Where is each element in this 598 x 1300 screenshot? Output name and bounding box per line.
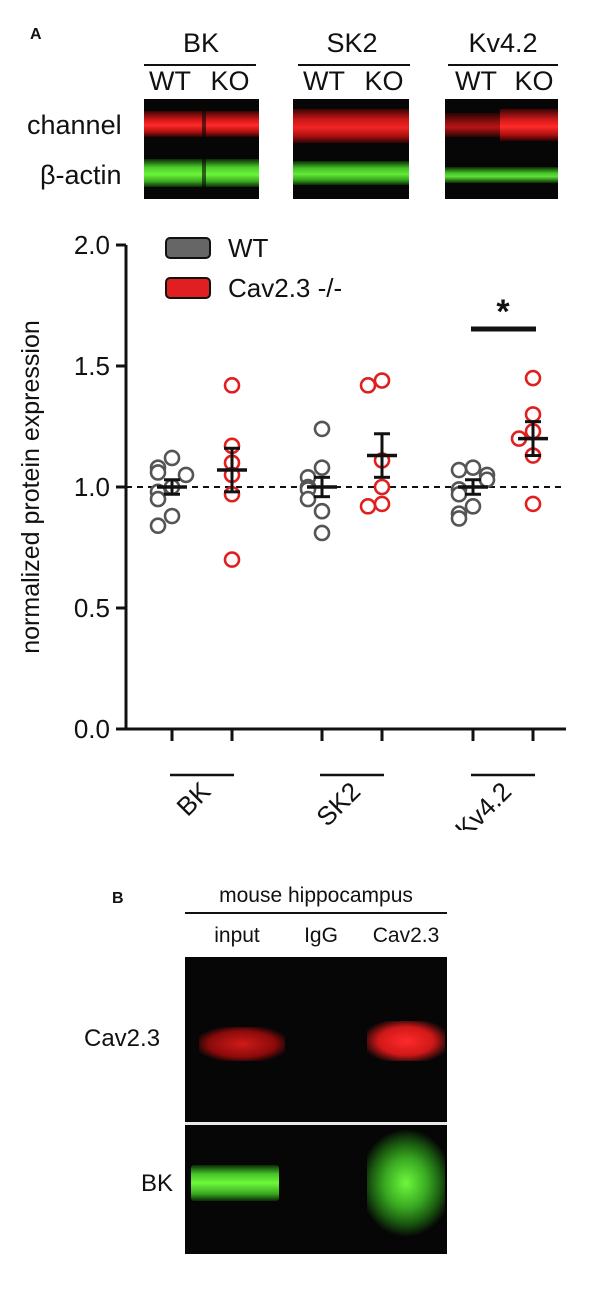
data-point-wt [313,524,331,542]
data-point-wt [313,420,331,438]
panel-a-letter: A [30,26,42,43]
data-point-ko [524,495,542,513]
blot-underline [298,64,410,66]
row-label-channel: channel [27,110,122,140]
panel-b-letter: B [112,890,124,907]
data-point-wt [464,459,482,476]
data-point-ko [373,372,391,389]
significance-star: * [496,293,510,331]
row-label-cav23: Cav2.3 [84,1025,161,1052]
lane-label-igg: IgG [304,924,338,947]
blot-image-bk [144,99,259,199]
panel-b-header: mouse hippocampus [219,884,413,907]
scatter-chart: 0.0 0.5 1.0 1.5 2.0 normalized protein expres… [17,230,566,830]
lane-label: KO [364,66,404,96]
panel-b-underline [185,912,447,914]
lane-label: KO [210,66,250,96]
lane-label: WT [303,66,345,96]
y-tick-label: 2.0 [74,230,110,260]
blot-title-kv42: Kv4.2 [468,28,538,58]
data-point-wt [478,471,496,489]
data-point-ko [359,498,377,515]
group-label-kv42: Kv4.2 [449,776,517,830]
blot-underline [448,64,558,66]
y-tick-label: 0.5 [74,593,110,623]
y-tick-label: 0.0 [74,714,110,744]
data-point-wt [450,461,468,479]
data-point-ko [359,377,377,394]
data-point-wt [149,464,167,481]
data-point-wt [450,485,468,503]
data-point-wt [149,490,167,508]
data-point-ko [223,551,241,568]
lane-label-cav23: Cav2.3 [372,924,440,947]
data-point-wt [163,449,181,467]
lane-label: WT [149,66,191,96]
row-label-bk: BK [141,1170,174,1197]
data-point-wt [163,507,181,525]
blot-image-sk2 [293,99,409,199]
lane-label-input: input [214,924,260,947]
y-tick-label: 1.0 [74,472,110,502]
y-axis-label: normalized protein expression [17,320,45,654]
blot-underline [144,64,256,66]
data-point-wt [177,466,195,484]
blot-image-kv42 [445,99,558,199]
blot-image-bk-coip [185,1125,447,1254]
lane-label: WT [455,66,497,96]
legend-swatch [165,237,211,259]
data-point-ko [373,495,391,513]
data-point-wt [313,459,331,476]
row-label-beta-actin: β-actin [40,160,122,190]
lane-label: KO [514,66,554,96]
legend-label: Cav2.3 -/- [228,273,342,303]
data-point-ko [524,369,542,387]
blot-title-bk: BK [182,28,220,58]
data-point-wt [299,490,317,508]
blot-divider [185,1122,447,1125]
data-point-wt [450,510,468,527]
group-label-bk: BK [171,776,217,822]
data-point-wt [149,517,167,535]
data-point-ko [373,478,391,496]
group-label-sk2: SK2 [310,776,366,830]
blot-title-sk2: SK2 [326,28,378,58]
blot-image-cav23 [185,957,447,1122]
legend-label: WT [228,233,269,263]
data-point-wt [464,498,482,515]
y-tick-label: 1.5 [74,351,110,381]
data-point-ko [223,377,241,394]
data-point-wt [313,502,331,520]
data-point-ko [524,406,542,423]
legend-swatch [165,277,211,299]
